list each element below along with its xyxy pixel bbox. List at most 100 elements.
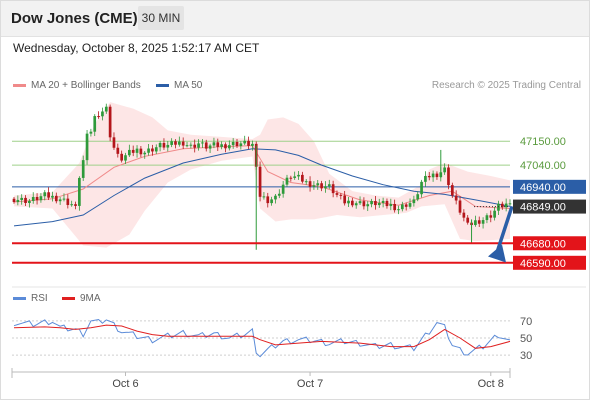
candle-body — [277, 193, 281, 196]
candle-body — [120, 153, 124, 161]
legend-rsi-swatch — [13, 296, 26, 300]
legend-ma20-label: MA 20 + Bollinger Bands — [31, 80, 141, 91]
level-tag-bg — [513, 179, 586, 194]
candle-body — [389, 203, 393, 207]
candle-body — [224, 144, 227, 149]
candle-body — [466, 217, 470, 223]
candle-body — [177, 141, 181, 145]
candle-body — [104, 106, 108, 112]
candle-body — [131, 149, 135, 153]
forecast-arrow-head — [488, 244, 506, 263]
candle-body — [20, 197, 24, 200]
legend-ma50-swatch — [156, 83, 169, 87]
candle-body — [81, 160, 85, 178]
header-bar: Dow Jones (CME) 30 MIN — [0, 0, 590, 37]
legend-ma20: MA 20 + Bollinger Bands — [13, 80, 141, 91]
rsi-ma-line — [13, 324, 511, 349]
candle-body — [347, 200, 350, 204]
candle-body — [443, 167, 446, 173]
legend-rsi9-label: 9MA — [80, 293, 101, 304]
resistance-label: 47040.00 — [520, 160, 566, 172]
x-tick-label: Oct 7 — [297, 378, 323, 390]
candle-body — [416, 194, 420, 200]
candle-body — [258, 166, 262, 197]
candle-body — [93, 116, 97, 132]
candle-body — [377, 203, 381, 206]
candle-body — [262, 196, 266, 198]
candle-body — [58, 199, 62, 202]
candle-body — [400, 204, 404, 210]
candle-body — [170, 141, 173, 145]
level-tag-bg — [513, 236, 586, 251]
candle-body — [135, 148, 139, 153]
legend-ma20-swatch — [13, 83, 26, 87]
candle-body — [320, 183, 323, 189]
candle-body — [70, 204, 74, 206]
candle-body — [335, 193, 339, 195]
candle-body — [351, 200, 354, 206]
candle-body — [420, 181, 423, 195]
rsi-line — [13, 318, 511, 358]
candle-body — [231, 142, 235, 146]
legend-rsi-label: RSI — [31, 293, 48, 304]
legend-rsi: RSI — [13, 293, 48, 304]
candle-body — [204, 142, 208, 149]
x-tick-label: Oct 8 — [478, 378, 504, 390]
candle-body — [327, 184, 331, 187]
resistance-label: 47150.00 — [520, 136, 566, 148]
candle-body — [31, 196, 35, 201]
rsi-tick-label: 50 — [520, 333, 532, 345]
candle-body — [316, 183, 320, 186]
x-tick-label: Oct 6 — [112, 378, 138, 390]
candle-body — [251, 143, 254, 146]
forecast-arrow-shaft — [495, 205, 514, 254]
candle-body — [28, 200, 31, 204]
candle-body — [51, 195, 54, 198]
candle-body — [285, 177, 289, 185]
level-tag-bg — [513, 255, 586, 270]
candle-body — [450, 185, 454, 196]
candle-body — [147, 148, 150, 153]
candle-body — [197, 143, 200, 148]
candle-body — [189, 144, 193, 146]
candle-body — [312, 185, 316, 187]
candle-body — [162, 142, 166, 148]
candle-body — [24, 197, 27, 204]
candle-body — [101, 111, 104, 117]
candle-body — [243, 140, 247, 144]
candle-body — [185, 145, 189, 147]
candle-body — [435, 173, 439, 178]
candle-body — [424, 175, 427, 182]
candle-body — [239, 143, 243, 147]
candle-body — [427, 175, 431, 178]
timeframe-button[interactable]: 30 MIN — [138, 6, 184, 30]
candle-body — [397, 209, 400, 211]
rsi-tick-label: 30 — [520, 350, 532, 362]
candle-body — [216, 142, 220, 147]
candle-body — [474, 220, 477, 226]
candle-body — [485, 215, 489, 221]
candle-body — [62, 198, 66, 200]
credit-label: Research © 2025 Trading Central — [431, 80, 581, 91]
candle-body — [16, 199, 20, 203]
candle-body — [208, 145, 212, 149]
candle-body — [339, 194, 343, 196]
candle-body — [158, 142, 162, 148]
datetime-label: Wednesday, October 8, 2025 1:52:17 AM CE… — [13, 41, 260, 55]
candle-body — [366, 204, 370, 207]
instrument-title: Dow Jones (CME) — [11, 10, 138, 27]
candle-body — [301, 174, 304, 182]
legend-ma50: MA 50 — [156, 80, 202, 91]
candle-body — [227, 145, 231, 149]
candle-body — [343, 195, 347, 204]
candle-body — [500, 203, 504, 208]
candle-body — [212, 142, 216, 146]
candle-body — [374, 201, 377, 206]
candle-body — [381, 200, 385, 204]
candle-body — [201, 142, 204, 144]
candle-body — [154, 147, 158, 152]
legend-ma50-label: MA 50 — [174, 80, 203, 91]
candle-body — [370, 201, 373, 205]
level-tag-bg — [513, 199, 586, 214]
bollinger-band — [14, 102, 510, 248]
